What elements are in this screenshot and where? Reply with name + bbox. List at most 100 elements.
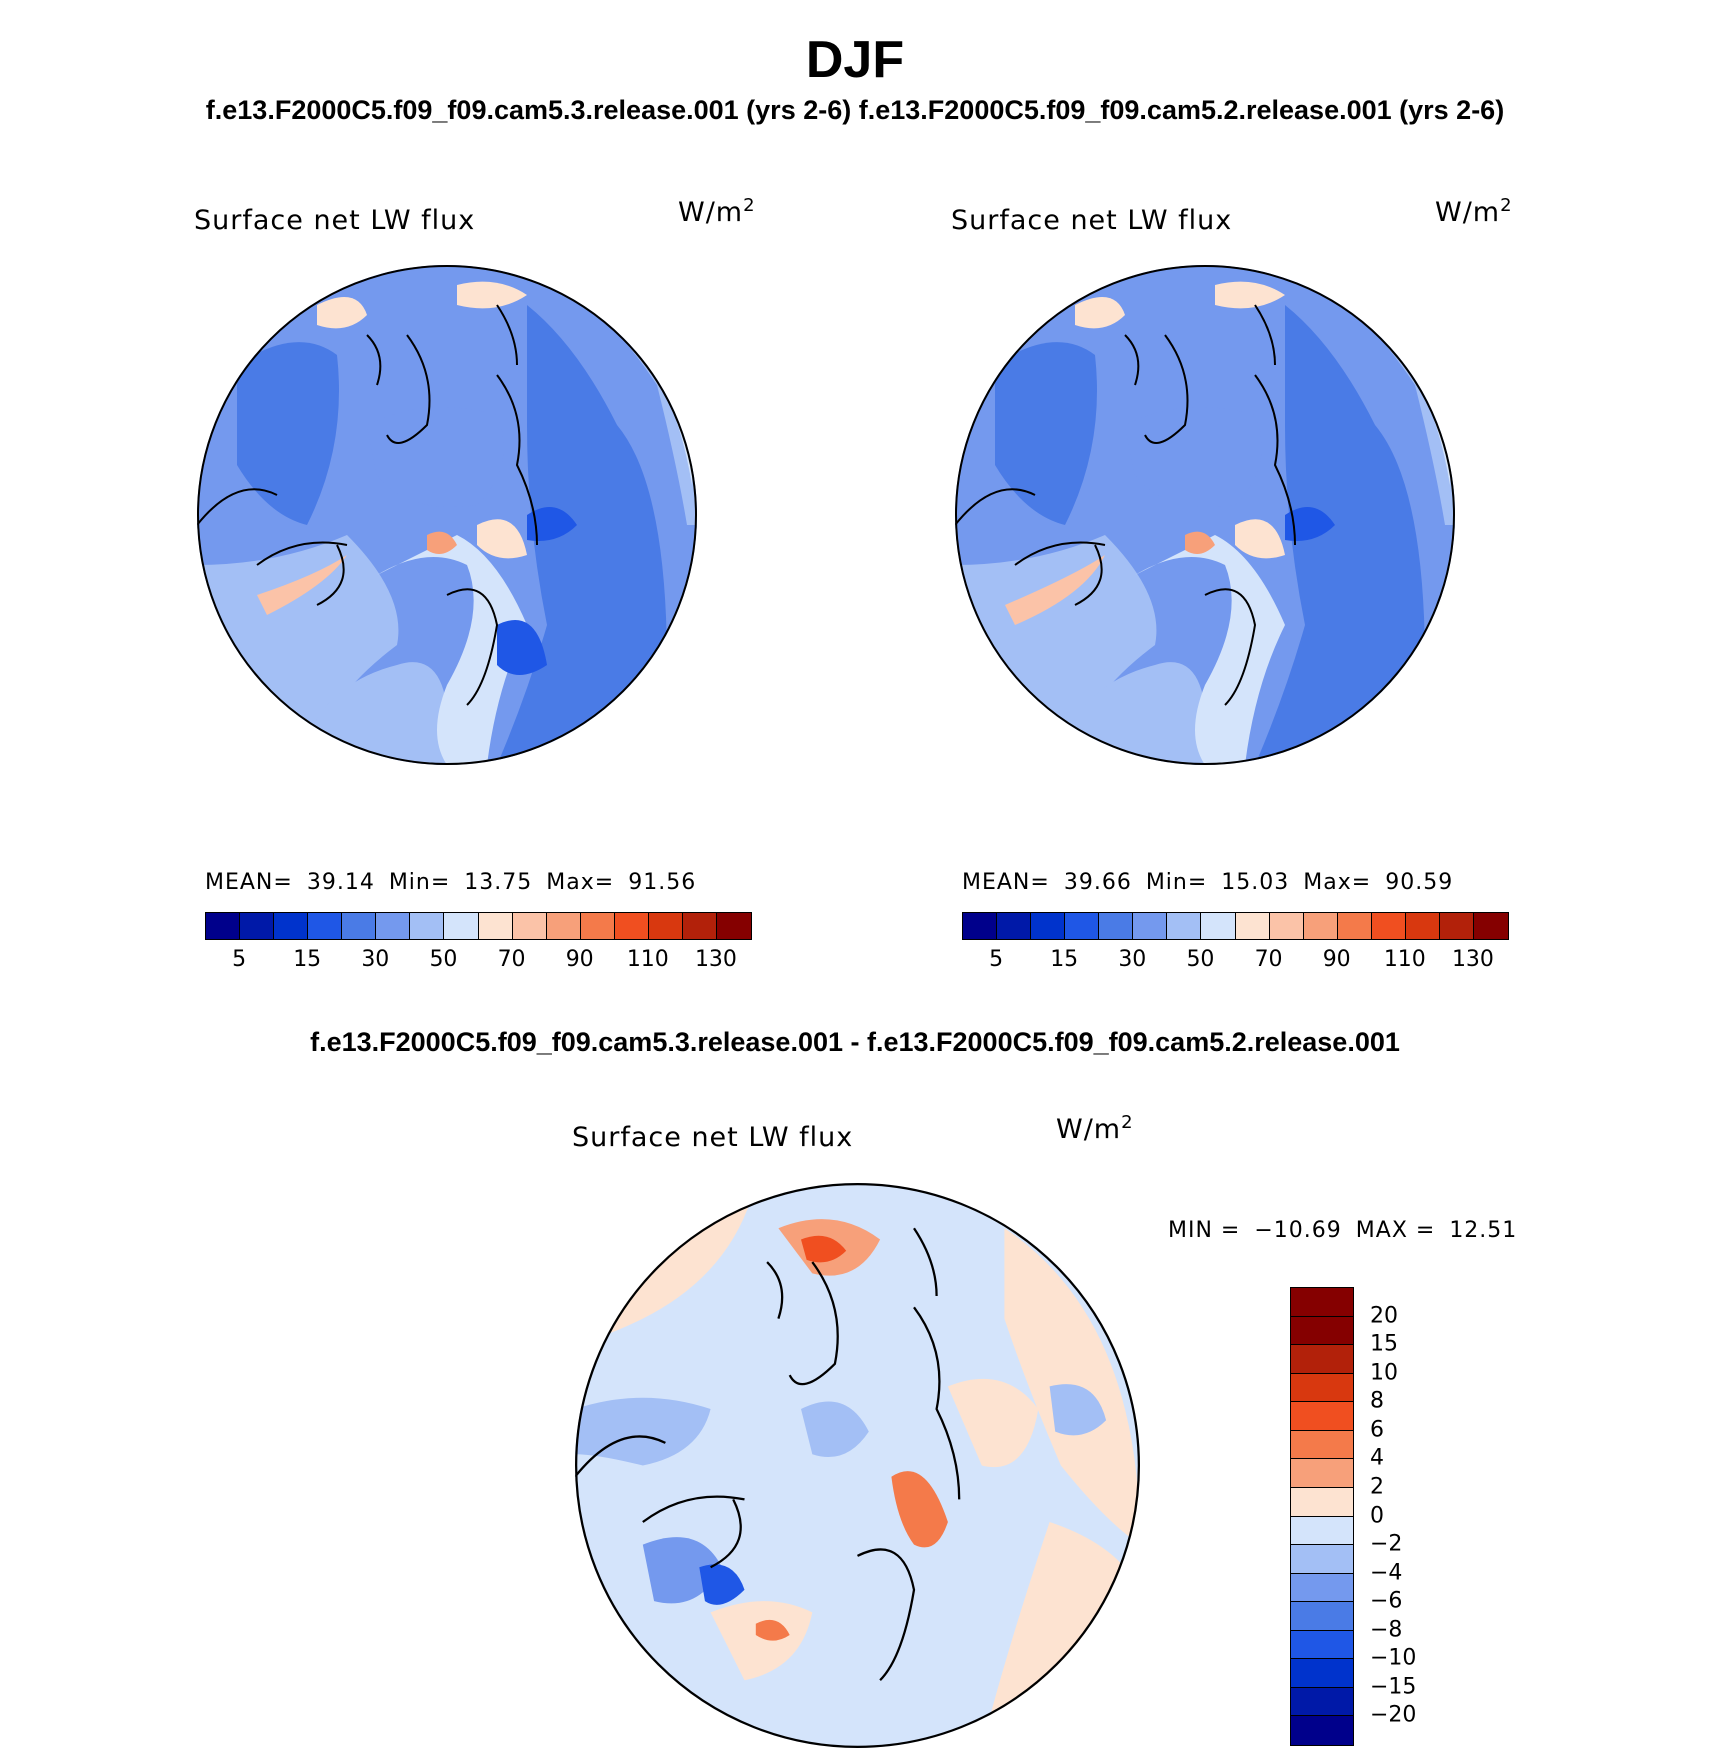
colorbar-tick-label: 5 — [232, 947, 247, 972]
colorbar-swatch — [1291, 1545, 1353, 1574]
colorbar-tick-label: −20 — [1370, 1702, 1417, 1728]
colorbar-swatch — [1405, 913, 1440, 939]
colorbar-tick-label: −2 — [1370, 1531, 1403, 1557]
panel1-mean-label: MEAN= — [205, 870, 293, 895]
diff-colorbar-labels: 20 15 10 8 6 4 2 0 −2 −4 −6 −8 −10 −15 −20 — [1370, 1287, 1470, 1744]
subtitle-model-b: f.e13.F2000C5.f09_f09.cam5.2.release.001… — [858, 95, 1505, 125]
colorbar-tick-label: 70 — [1254, 947, 1283, 972]
colorbar-swatch — [1291, 1716, 1353, 1745]
colorbar-swatch — [1337, 913, 1372, 939]
panel2-units: W/m2 — [1435, 195, 1513, 228]
colorbar-tick-label: −6 — [1370, 1588, 1403, 1614]
panel1-max: 91.56 — [628, 870, 697, 895]
panel2-max: 90.59 — [1385, 870, 1454, 895]
panel1-units: W/m2 — [678, 195, 756, 228]
colorbar-tick-label: −8 — [1370, 1617, 1403, 1643]
colorbar-swatch — [410, 913, 445, 939]
panel1-min: 13.75 — [464, 870, 533, 895]
colorbar-swatch — [376, 913, 411, 939]
colorbar-swatch — [444, 913, 479, 939]
colorbar-tick-label: −15 — [1370, 1674, 1417, 1700]
diff-max: 12.51 — [1449, 1218, 1518, 1243]
colorbar-swatch — [614, 913, 649, 939]
colorbar-swatch — [1291, 1516, 1353, 1546]
colorbar-swatch — [1167, 913, 1202, 939]
diff-subtitle: f.e13.F2000C5.f09_f09.cam5.3.release.001… — [310, 1027, 1400, 1057]
colorbar-tick-label: 20 — [1370, 1303, 1398, 1329]
panel2-variable: Surface net LW flux — [951, 205, 1233, 236]
colorbar-swatch — [1291, 1602, 1353, 1631]
panel2-mean-label: MEAN= — [962, 870, 1050, 895]
colorbar-tick-label: 15 — [1050, 947, 1079, 972]
colorbar-swatch — [1291, 1487, 1353, 1517]
panel2-colorbar — [962, 912, 1509, 940]
colorbar-swatch — [1291, 1573, 1353, 1603]
panel1-variable: Surface net LW flux — [194, 205, 476, 236]
colorbar-swatch — [1291, 1630, 1353, 1660]
colorbar-swatch — [274, 913, 309, 939]
diff-units-exp: 2 — [1121, 1112, 1134, 1133]
panel2-stats: MEAN= 39.66 Min= 15.03 Max= 90.59 — [962, 870, 1459, 895]
colorbar-tick-label: 90 — [565, 947, 594, 972]
colorbar-tick-label: 10 — [1370, 1360, 1398, 1386]
colorbar-tick-label: 0 — [1370, 1503, 1384, 1528]
colorbar-swatch — [546, 913, 581, 939]
colorbar-tick-label: 4 — [1370, 1445, 1384, 1471]
panel1-min-label: Min= — [388, 870, 451, 895]
panel1-max-label: Max= — [546, 870, 615, 895]
colorbar-swatch — [512, 913, 547, 939]
colorbar-swatch — [580, 913, 615, 939]
panel2-units-exp: 2 — [1500, 195, 1513, 216]
colorbar-tick-label: −10 — [1370, 1645, 1417, 1671]
panel1-units-exp: 2 — [743, 195, 756, 216]
panel1-colorbar — [205, 912, 752, 940]
colorbar-swatch — [1291, 1659, 1353, 1688]
colorbar-swatch — [1291, 1373, 1353, 1403]
colorbar-swatch — [716, 913, 751, 939]
colorbar-swatch — [1371, 913, 1406, 939]
colorbar-tick-label: 30 — [1118, 947, 1147, 972]
diff-stats: MIN = −10.69 MAX = 12.51 — [1168, 1218, 1523, 1243]
colorbar-tick-label: 110 — [1383, 947, 1426, 972]
diff-variable: Surface net LW flux — [572, 1122, 854, 1153]
colorbar-tick-label: 130 — [1451, 947, 1494, 972]
colorbar-swatch — [1291, 1430, 1353, 1460]
colorbar-swatch — [1291, 1316, 1353, 1346]
top-subtitle: f.e13.F2000C5.f09_f09.cam5.3.release.001… — [0, 95, 1710, 126]
colorbar-swatch — [1291, 1459, 1353, 1488]
colorbar-tick-label: 5 — [989, 947, 1004, 972]
colorbar-swatch — [1201, 913, 1236, 939]
colorbar-swatch — [1439, 913, 1474, 939]
colorbar-tick-label: 2 — [1370, 1474, 1384, 1500]
panel2-polar-map — [955, 265, 1455, 765]
panel2-max-label: Max= — [1303, 870, 1372, 895]
diff-max-label: MAX = — [1355, 1218, 1436, 1243]
colorbar-swatch — [1291, 1402, 1353, 1431]
diff-min: −10.69 — [1254, 1218, 1342, 1243]
panel2-colorbar-labels: 5 15 30 50 70 90 110 130 — [962, 947, 1507, 977]
colorbar-tick-label: 30 — [361, 947, 390, 972]
figure-title: DJF — [805, 31, 905, 89]
colorbar-tick-label: 8 — [1370, 1388, 1384, 1414]
panel2-mean: 39.66 — [1063, 870, 1132, 895]
colorbar-tick-label: 90 — [1322, 947, 1351, 972]
colorbar-swatch — [478, 913, 513, 939]
colorbar-swatch — [240, 913, 275, 939]
colorbar-tick-label: 15 — [1370, 1331, 1398, 1357]
subtitle-model-a: f.e13.F2000C5.f09_f09.cam5.3.release.001… — [205, 95, 852, 125]
colorbar-swatch — [206, 913, 241, 939]
colorbar-swatch — [342, 913, 377, 939]
colorbar-swatch — [1291, 1288, 1353, 1317]
colorbar-tick-label: 130 — [694, 947, 737, 972]
colorbar-swatch — [308, 913, 343, 939]
colorbar-swatch — [648, 913, 683, 939]
colorbar-swatch — [997, 913, 1032, 939]
colorbar-tick-label: 70 — [497, 947, 526, 972]
panel1-colorbar-labels: 5 15 30 50 70 90 110 130 — [205, 947, 750, 977]
diff-units: W/m2 — [1056, 1112, 1134, 1145]
colorbar-swatch — [682, 913, 717, 939]
panel1-units-base: W/m — [678, 197, 744, 228]
colorbar-swatch — [1291, 1345, 1353, 1374]
colorbar-swatch — [1133, 913, 1168, 939]
diff-units-base: W/m — [1056, 1114, 1122, 1145]
